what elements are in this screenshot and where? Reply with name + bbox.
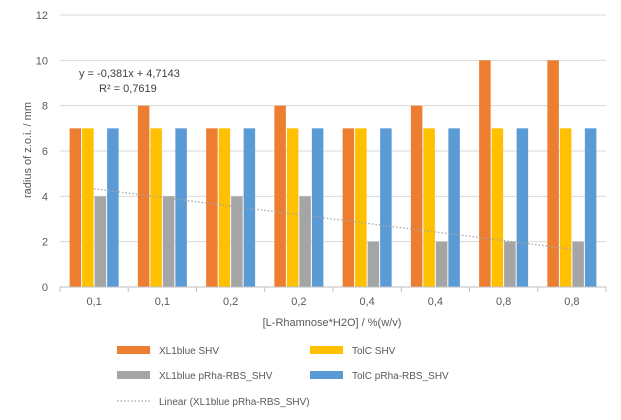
bar: [435, 241, 448, 287]
bar: [286, 128, 299, 287]
bar: [218, 128, 231, 287]
x-tick-label: 0,8: [564, 296, 579, 308]
bar: [274, 105, 286, 288]
x-tick-label: 0,1: [86, 296, 101, 308]
x-tick-label: 0,8: [496, 296, 511, 308]
bar-layer: [69, 60, 597, 288]
y-tick-label: 12: [36, 10, 48, 22]
x-tick-label: 0,2: [291, 296, 306, 308]
y-tick-label: 10: [36, 55, 48, 67]
legend-label: TolC pRha-RBS_SHV: [352, 371, 449, 382]
axis-layer: 0 2 4 6 8 10 12 0,1 0,1 0,2 0,2 0,4 0,4 0,8 0,8: [36, 10, 607, 308]
bar: [150, 128, 162, 287]
trendline-equation: y = -0,381x + 4,7143: [79, 68, 180, 80]
legend-swatch: [310, 346, 343, 354]
y-axis-title: radius of z.o.i. / mm: [22, 102, 34, 198]
bar: [299, 196, 311, 287]
bar: [516, 128, 529, 287]
bar: [355, 128, 367, 287]
bar: [448, 128, 460, 287]
x-tick-label: 0,2: [223, 296, 238, 308]
bar: [137, 105, 150, 288]
x-axis-title: [L-Rhamnose*H2O] / %(w/v): [263, 317, 402, 329]
y-tick-label: 2: [42, 237, 48, 249]
bar: [479, 60, 491, 288]
bar: [491, 128, 504, 287]
legend-swatch: [117, 346, 150, 354]
bar: [94, 196, 107, 287]
bar: [206, 128, 218, 287]
y-tick-label: 4: [42, 191, 48, 203]
bar: [231, 196, 243, 287]
bar: [69, 128, 82, 287]
legend-label: XL1blue pRha-RBS_SHV: [159, 371, 273, 382]
bar: [380, 128, 392, 287]
bar: [504, 241, 516, 287]
y-tick-label: 0: [42, 282, 48, 294]
bar: [175, 128, 187, 287]
legend-swatch: [117, 371, 150, 379]
y-tick-label: 6: [42, 146, 48, 158]
bar: [423, 128, 435, 287]
legend: XL1blue SHV TolC SHV XL1blue pRha-RBS_SHV T…: [117, 346, 449, 408]
bar: [243, 128, 256, 287]
y-tick-label: 8: [42, 101, 48, 113]
x-tick-label: 0,1: [155, 296, 170, 308]
legend-label: XL1blue SHV: [159, 346, 219, 357]
legend-label: TolC SHV: [352, 346, 396, 357]
legend-swatch: [310, 371, 343, 379]
bar: [584, 128, 597, 287]
x-tick-label: 0,4: [359, 296, 374, 308]
bar: [547, 60, 559, 288]
bar: [367, 241, 380, 287]
bar: [342, 128, 355, 287]
bar: [572, 241, 584, 287]
bar: [162, 196, 175, 287]
legend-label: Linear (XL1blue pRha-RBS_SHV): [159, 397, 310, 408]
bar: [82, 128, 94, 287]
bar: [311, 128, 324, 287]
x-tick-label: 0,4: [428, 296, 443, 308]
bar: [410, 105, 423, 288]
trendline-r-squared: R² = 0,7619: [99, 83, 157, 95]
bar: [559, 128, 572, 287]
bar: [107, 128, 119, 287]
